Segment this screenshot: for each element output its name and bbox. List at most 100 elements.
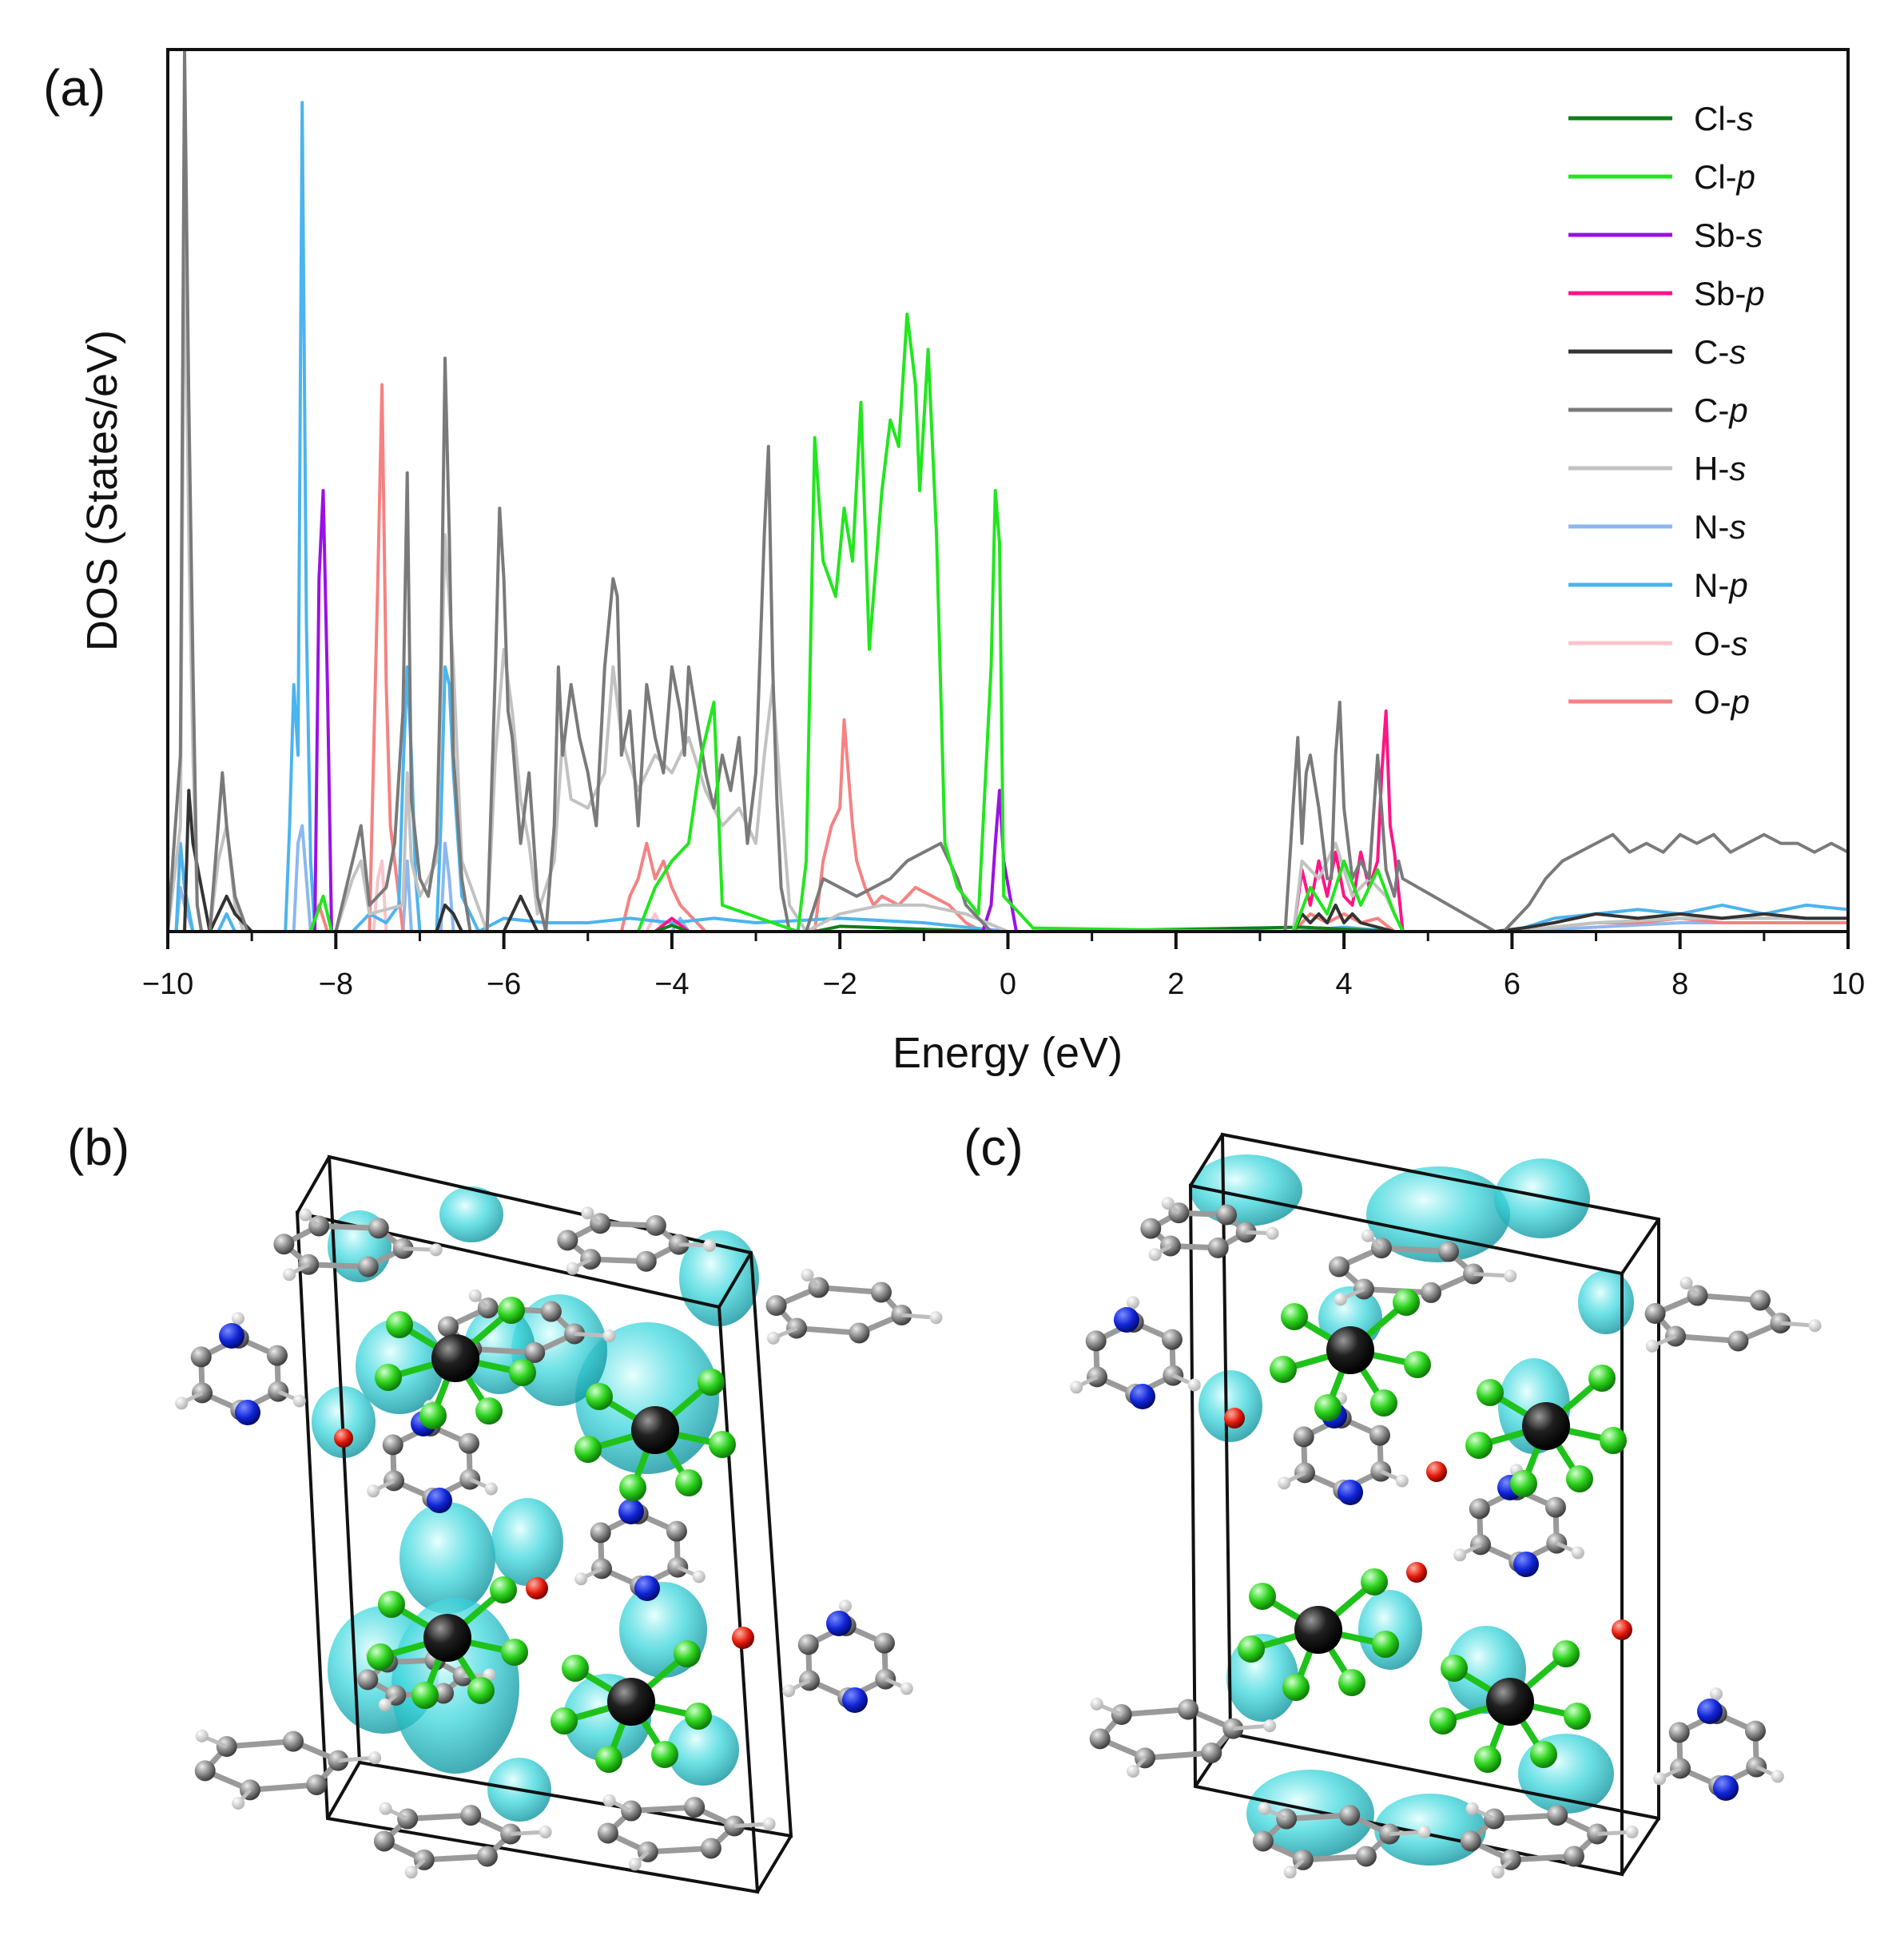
series-line-h-s <box>168 206 1848 932</box>
carbon-atom <box>524 1341 546 1363</box>
hydrogen-atom <box>1653 1772 1667 1786</box>
carbon-atom <box>1178 1699 1199 1720</box>
chlorine-atom <box>1429 1707 1457 1734</box>
antimony-atom <box>431 1334 479 1382</box>
carbon-atom <box>458 1432 479 1454</box>
chlorine-atom <box>1238 1635 1265 1663</box>
nitrogen-atom <box>826 1611 852 1636</box>
chlorine-atom <box>501 1639 528 1666</box>
hydrogen-atom <box>1266 1226 1279 1240</box>
chlorine-atom <box>378 1591 405 1618</box>
nitrogen-atom <box>1513 1552 1539 1577</box>
nitrogen-atom <box>1697 1699 1723 1724</box>
antimony-atom <box>1326 1326 1374 1374</box>
carbon-atom <box>849 1322 870 1344</box>
carbon-atom <box>635 1250 657 1272</box>
chlorine-atom <box>1564 1703 1591 1730</box>
bond <box>818 1285 882 1296</box>
legend-item-c-s: C-s <box>1568 333 1746 371</box>
bond <box>1381 1245 1449 1255</box>
carbon-atom <box>684 1797 706 1818</box>
hydrogen-atom <box>483 1668 496 1682</box>
chlorine-atom <box>1314 1394 1342 1421</box>
hydrogen-atom <box>1090 1697 1103 1711</box>
carbon-atom <box>357 1256 379 1278</box>
carbon-atom <box>1369 1425 1390 1446</box>
carbon-atom <box>666 1520 687 1542</box>
chlorine-atom <box>1530 1741 1557 1768</box>
hydrogen-atom <box>602 1329 616 1342</box>
series-layer <box>168 50 1848 932</box>
carbon-atom <box>190 1346 212 1368</box>
chlorine-atom <box>1404 1351 1431 1378</box>
legend-label: O-p <box>1694 683 1750 721</box>
hydrogen-atom <box>1679 1276 1693 1289</box>
legend-label: H-s <box>1694 450 1746 487</box>
carbon-atom <box>437 1316 459 1337</box>
nitrogen-atom <box>618 1499 644 1524</box>
carbon-atom <box>870 1281 892 1303</box>
carbon-atom <box>1207 1237 1229 1258</box>
carbon-atom <box>306 1774 328 1795</box>
plot-frame <box>166 48 1850 933</box>
carbon-atom <box>1293 1426 1314 1448</box>
carbon-atom <box>1668 1722 1690 1743</box>
hydrogen-atom <box>766 1331 780 1345</box>
hydrogen-atom <box>602 1794 616 1807</box>
hydrogen-atom <box>1709 1687 1723 1701</box>
bond <box>407 1812 471 1822</box>
carbon-atom <box>1328 1256 1349 1278</box>
bond <box>1363 1285 1432 1296</box>
series-line-n-p <box>168 101 1848 932</box>
hydrogen-atom <box>581 1206 594 1220</box>
nitrogen-atom <box>1114 1307 1139 1333</box>
carbon-atom <box>590 1522 611 1544</box>
legend-label: N-s <box>1694 508 1746 546</box>
carbon-atom <box>1744 1720 1766 1742</box>
series-line-c-s <box>168 789 1848 932</box>
carbon-atom <box>1438 1241 1460 1262</box>
hydrogen-atom <box>1187 1378 1201 1392</box>
oxygen-atom <box>526 1577 548 1599</box>
antimony-atom <box>1486 1678 1534 1726</box>
series-line-cl-s <box>168 924 1848 932</box>
legend-item-o-s: O-s <box>1568 625 1748 662</box>
oxygen-atom <box>732 1627 754 1649</box>
carbon-atom <box>1355 1846 1377 1867</box>
chlorine-atom <box>1249 1583 1276 1610</box>
chlorine-atom <box>509 1359 536 1386</box>
hydrogen-atom <box>838 1599 852 1613</box>
hydrogen-atom <box>367 1484 380 1498</box>
x-tick-label: −8 <box>319 968 353 1001</box>
carbon-atom <box>765 1295 787 1317</box>
chlorine-atom <box>386 1311 413 1338</box>
y-axis-title: DOS (States/eV) <box>78 330 126 651</box>
oxygen-atom <box>1224 1408 1245 1429</box>
hydrogen-atom <box>1278 1476 1291 1490</box>
carbon-atom <box>1421 1281 1442 1303</box>
hydrogen-atom <box>484 1482 498 1496</box>
x-tick-label: −10 <box>142 968 193 1001</box>
carbon-atom <box>1727 1330 1749 1352</box>
bond <box>1121 1707 1189 1718</box>
chlorine-atom <box>1600 1427 1627 1454</box>
carbon-atom <box>1252 1830 1274 1852</box>
x-tick-label: 10 <box>1831 968 1865 1001</box>
hydrogen-atom <box>702 1239 716 1253</box>
chlorine-atom <box>419 1402 447 1429</box>
x-tick-label: 8 <box>1671 968 1688 1001</box>
carbon-atom <box>357 1669 379 1691</box>
hydrogen-atom <box>378 1698 392 1711</box>
x-tick-label: −6 <box>487 968 521 1001</box>
carbon-atom <box>273 1234 295 1255</box>
nitrogen-atom <box>1338 1480 1363 1505</box>
hydrogen-atom <box>429 1243 443 1257</box>
carbon-atom <box>1563 1846 1584 1867</box>
chlorine-atom <box>698 1369 725 1396</box>
chlorine-atom <box>498 1297 525 1324</box>
hydrogen-atom <box>1625 1826 1639 1839</box>
carbon-atom <box>700 1838 721 1859</box>
carbon-atom <box>1544 1496 1566 1518</box>
unit-cell-b <box>295 1154 793 1894</box>
